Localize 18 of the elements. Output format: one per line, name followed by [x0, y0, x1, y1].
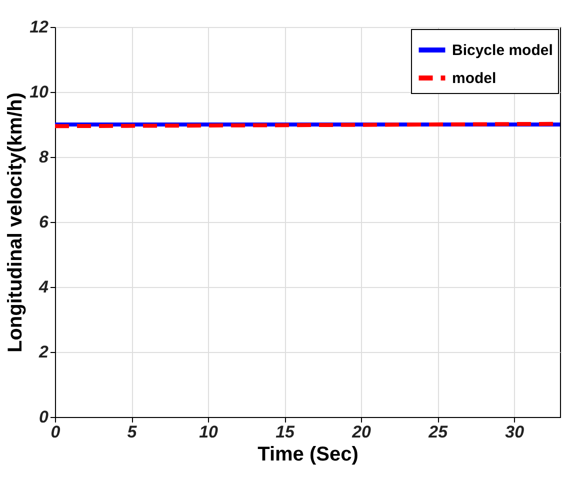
y-tick-label: 12 — [30, 18, 50, 36]
legend-label: Bicycle model — [452, 42, 553, 59]
x-axis-title: Time (Sec) — [258, 444, 358, 466]
x-tick-label: 15 — [276, 422, 296, 442]
y-tick-label: 8 — [39, 148, 50, 166]
y-axis-title: Longitudinal velocity(km/h) — [4, 92, 27, 353]
x-tick-label: 30 — [505, 422, 525, 442]
x-tick-label: 0 — [50, 422, 61, 442]
legend-label: model — [452, 70, 496, 87]
y-tick-label: 6 — [39, 212, 50, 232]
y-tick-label: 10 — [30, 82, 50, 102]
y-tick-label: 4 — [38, 278, 50, 296]
x-tick-label: 20 — [351, 422, 372, 442]
y-tick-label: 0 — [39, 408, 50, 426]
x-tick-label: 25 — [428, 422, 448, 442]
y-tick-label: 2 — [38, 342, 50, 362]
x-tick-label: 5 — [127, 422, 138, 442]
x-tick-label: 10 — [199, 422, 219, 442]
